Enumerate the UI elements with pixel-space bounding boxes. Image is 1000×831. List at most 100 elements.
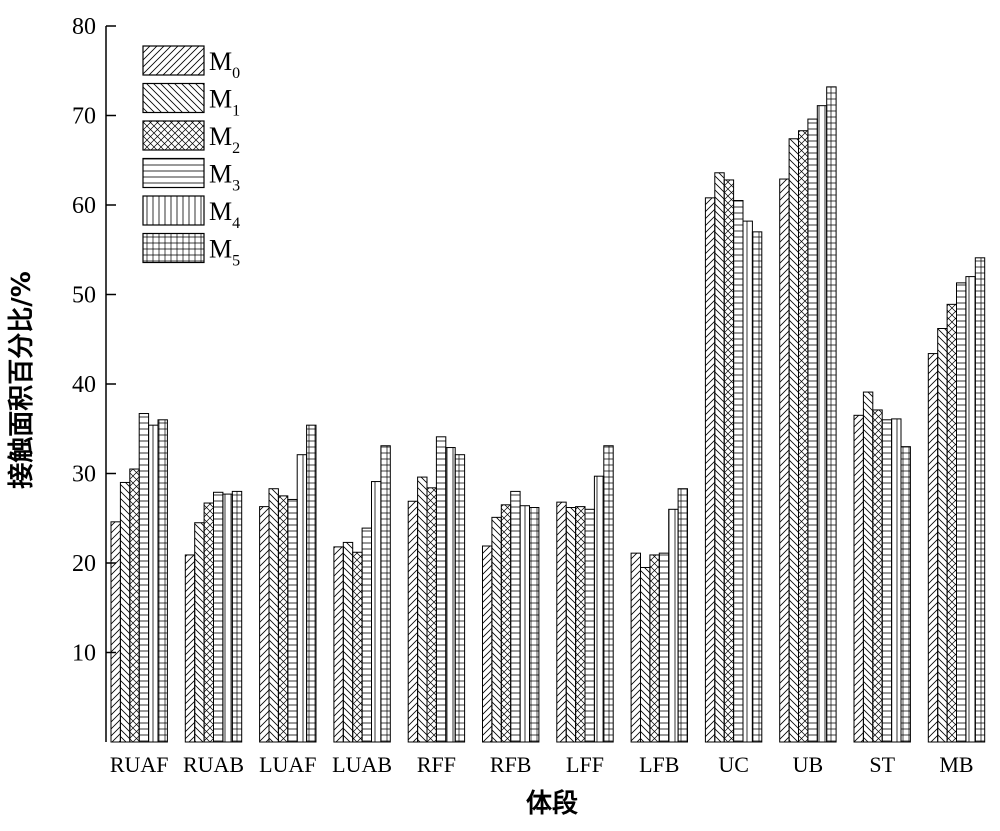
bar-uc-m2 xyxy=(723,179,735,743)
bar-uc-m5 xyxy=(751,231,763,743)
bar-rfb-m4 xyxy=(519,505,530,743)
legend-swatch-m1 xyxy=(142,82,205,114)
bar-luaf-m4 xyxy=(296,454,308,743)
bar-rff-m4 xyxy=(445,447,456,743)
bar-ruaf-m4 xyxy=(148,424,159,743)
y-tick-label: 60 xyxy=(72,193,96,219)
x-category-label: LFF xyxy=(566,752,604,777)
bar-ruaf-m1 xyxy=(119,481,131,743)
bar-ruaf-m3 xyxy=(138,413,150,743)
bar-rff-m2 xyxy=(426,487,437,743)
x-category-label: LFB xyxy=(639,752,679,777)
x-category-label: MB xyxy=(939,752,973,777)
bar-lfb-m2 xyxy=(649,554,660,743)
legend-label-subscript: 5 xyxy=(232,253,240,270)
bar-mb-m1 xyxy=(937,328,948,743)
bar-rff-m5 xyxy=(454,454,466,743)
bar-ruab-m1 xyxy=(194,522,205,743)
bar-rfb-m3 xyxy=(510,490,521,743)
bar-ruab-m5 xyxy=(231,490,243,743)
bar-rfb-m0 xyxy=(482,545,493,743)
legend-label-subscript: 1 xyxy=(232,103,240,120)
bar-lff-m0 xyxy=(556,501,567,743)
bar-lff-m3 xyxy=(584,508,595,743)
x-category-label: LUAF xyxy=(259,752,316,777)
y-tick-label: 40 xyxy=(72,372,96,398)
x-category-label: LUAB xyxy=(332,752,392,777)
y-tick-label: 80 xyxy=(72,14,96,40)
bar-uc-m0 xyxy=(704,197,716,743)
legend-label-main: M xyxy=(209,160,232,189)
legend-swatch-m0 xyxy=(142,45,205,76)
x-category-label: RUAF xyxy=(110,752,169,777)
bar-luab-m0 xyxy=(333,546,344,743)
bar-rfb-m5 xyxy=(529,507,540,743)
x-axis-title: 体段 xyxy=(526,788,578,819)
bar-ub-m3 xyxy=(807,118,818,743)
bar-ruaf-m0 xyxy=(110,521,121,743)
y-tick-label: 20 xyxy=(72,551,96,577)
bar-luaf-m1 xyxy=(268,488,279,743)
bar-lff-m2 xyxy=(575,506,586,743)
y-tick-label: 30 xyxy=(72,462,96,488)
x-axis-labels: RUAF RUAB LUAF LUAB RFF RFB LFF LFB UC UB ST MB xyxy=(110,752,974,777)
x-category-label: UB xyxy=(793,752,824,777)
legend-label-subscript: 3 xyxy=(232,178,240,195)
bar-luab-m4 xyxy=(371,481,382,743)
bar-ruaf-m2 xyxy=(129,468,140,743)
bar-luab-m2 xyxy=(352,551,363,743)
bar-luaf-m3 xyxy=(287,498,298,743)
bar-mb-m4 xyxy=(965,276,976,743)
bar-rfb-m2 xyxy=(500,504,512,743)
bar-mb-m2 xyxy=(946,303,957,743)
bars-layer xyxy=(110,86,986,743)
bar-ub-m5 xyxy=(826,86,837,743)
bar-uc-m3 xyxy=(733,200,744,743)
x-category-label: RFB xyxy=(490,752,532,777)
bar-ruab-m2 xyxy=(203,502,215,743)
legend-label-main: M xyxy=(209,235,232,264)
legend-label-m2: M2 xyxy=(209,122,240,157)
legend-label-m1: M1 xyxy=(209,85,240,120)
legend-label-main: M xyxy=(209,85,232,114)
bar-ub-m4 xyxy=(816,105,828,743)
bar-rff-m1 xyxy=(417,476,428,743)
bar-st-m4 xyxy=(891,418,902,743)
legend-label-subscript: 2 xyxy=(232,140,240,157)
bar-ruab-m4 xyxy=(222,493,233,743)
legend-label-m4: M4 xyxy=(209,197,240,232)
bar-luaf-m0 xyxy=(259,506,270,743)
bar-uc-m4 xyxy=(742,220,753,743)
legend-label-main: M xyxy=(209,197,232,226)
bar-luaf-m5 xyxy=(306,424,317,743)
x-category-label: RFF xyxy=(417,752,456,777)
bar-rfb-m1 xyxy=(491,516,502,743)
legend-swatch-m5 xyxy=(142,232,205,264)
x-category-label: RUAB xyxy=(183,752,244,777)
bar-uc-m1 xyxy=(714,172,725,743)
legend-label-subscript: 4 xyxy=(232,215,240,232)
x-category-label: UC xyxy=(718,752,749,777)
bar-lff-m4 xyxy=(593,475,605,743)
x-category-label: ST xyxy=(869,752,895,777)
legend-label-subscript: 0 xyxy=(232,65,240,82)
bar-ub-m2 xyxy=(798,130,809,743)
bar-mb-m5 xyxy=(974,257,986,743)
bar-ruab-m3 xyxy=(213,491,224,743)
bar-ub-m0 xyxy=(779,178,790,743)
legend-swatch-m3 xyxy=(142,157,205,189)
y-axis-title: 接触面积百分比/% xyxy=(7,271,37,489)
bar-st-m2 xyxy=(872,409,883,743)
bar-ub-m1 xyxy=(788,138,799,743)
legend-swatch-m2 xyxy=(142,120,205,151)
bar-lfb-m4 xyxy=(668,508,679,743)
bar-luab-m1 xyxy=(342,541,354,743)
bar-lff-m1 xyxy=(565,507,577,743)
bar-ruaf-m5 xyxy=(157,419,168,743)
legend-label-m5: M5 xyxy=(209,235,240,270)
bar-ruab-m0 xyxy=(184,554,196,743)
bar-rff-m3 xyxy=(435,436,447,743)
y-tick-label: 50 xyxy=(72,283,96,309)
